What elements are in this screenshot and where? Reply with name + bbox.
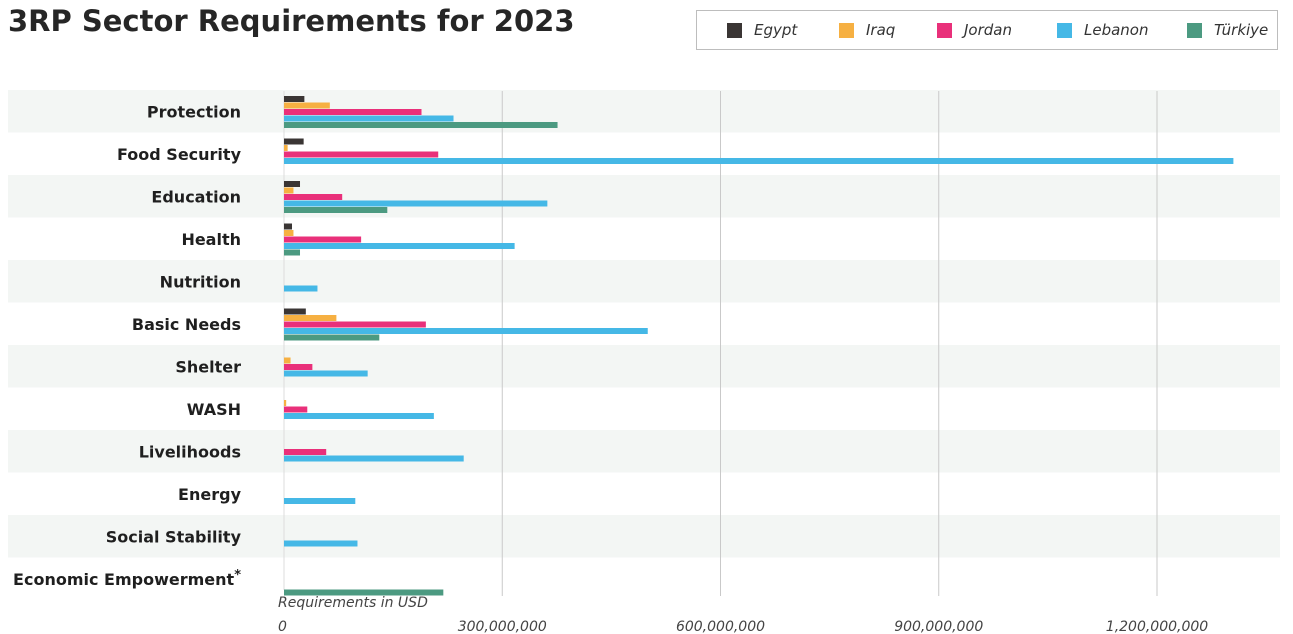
row-band <box>8 217 1280 262</box>
bar-trkiye[interactable] <box>284 122 558 128</box>
legend-item-iraq[interactable]: Iraq <box>839 21 895 39</box>
bar-iraq[interactable] <box>284 400 287 406</box>
category-label: Energy <box>178 485 242 504</box>
bar-jordan[interactable] <box>284 236 362 243</box>
category-label: Economic Empowerment* <box>13 568 241 589</box>
bar-jordan[interactable] <box>284 194 343 200</box>
legend-label-iraq: Iraq <box>866 21 896 39</box>
bar-lebanon[interactable] <box>284 370 368 377</box>
category-label: Shelter <box>175 357 241 376</box>
bar-lebanon[interactable] <box>284 455 464 462</box>
legend-label-lebanon: Lebanon <box>1084 21 1149 39</box>
row-band <box>8 260 1280 304</box>
bar-egypt[interactable] <box>284 223 293 230</box>
legend-item-turkiye[interactable]: Türkiye <box>1187 21 1268 39</box>
row-band <box>8 302 1280 347</box>
category-label: Livelihoods <box>139 442 241 461</box>
bar-iraq[interactable] <box>284 315 337 321</box>
category-label: Nutrition <box>160 272 241 291</box>
category-label: Education <box>151 187 241 206</box>
bar-lebanon[interactable] <box>284 200 548 207</box>
legend-swatch-turkiye <box>1187 22 1202 38</box>
bar-trkiye[interactable] <box>284 249 301 256</box>
row-band <box>8 430 1280 474</box>
legend-swatch-jordan <box>937 22 952 38</box>
bar-jordan[interactable] <box>284 406 308 413</box>
bar-trkiye[interactable] <box>284 589 444 596</box>
bar-jordan[interactable] <box>284 151 439 158</box>
bar-iraq[interactable] <box>284 145 288 151</box>
row-band <box>8 387 1280 432</box>
x-tick-label: 300,000,000 <box>458 619 547 634</box>
row-band <box>8 515 1280 559</box>
bar-lebanon[interactable] <box>284 158 1234 164</box>
x-tick-label: 1,200,000,000 <box>1106 619 1209 634</box>
legend-swatch-lebanon <box>1057 22 1072 38</box>
category-footnote-mark: * <box>234 568 241 583</box>
row-band <box>8 557 1280 602</box>
bar-trkiye[interactable] <box>284 334 380 341</box>
legend-item-lebanon[interactable]: Lebanon <box>1057 21 1149 39</box>
bar-egypt[interactable] <box>284 308 306 315</box>
bar-jordan[interactable] <box>284 449 327 455</box>
x-tick-label: 0 <box>278 619 287 634</box>
legend-label-turkiye: Türkiye <box>1214 21 1269 39</box>
legend-label-egypt: Egypt <box>754 21 798 39</box>
legend-item-jordan[interactable]: Jordan <box>937 21 1012 39</box>
row-band <box>8 472 1280 517</box>
legend-label-jordan: Jordan <box>964 21 1012 39</box>
chart-title: 3RP Sector Requirements for 2023 <box>8 4 575 38</box>
row-band <box>8 175 1280 219</box>
category-label: Health <box>181 230 241 249</box>
category-label: WASH <box>187 400 241 419</box>
legend-swatch-iraq <box>839 22 854 38</box>
bar-egypt[interactable] <box>284 138 304 145</box>
x-tick-label: 600,000,000 <box>676 619 765 634</box>
bar-jordan[interactable] <box>284 364 313 370</box>
legend-item-egypt[interactable]: Egypt <box>727 21 797 39</box>
category-label: Social Stability <box>106 527 242 546</box>
bar-iraq[interactable] <box>284 230 294 236</box>
row-band <box>8 90 1280 134</box>
legend: Egypt Iraq Jordan Lebanon Türkiye <box>696 10 1278 50</box>
bar-lebanon[interactable] <box>284 498 356 504</box>
bar-lebanon[interactable] <box>284 285 318 292</box>
bar-iraq[interactable] <box>284 187 294 194</box>
bar-lebanon[interactable] <box>284 115 454 122</box>
bar-jordan[interactable] <box>284 109 422 115</box>
row-band <box>8 345 1280 389</box>
row-band <box>8 132 1280 177</box>
category-label: Food Security <box>117 145 242 164</box>
bar-lebanon[interactable] <box>284 243 515 249</box>
bar-egypt[interactable] <box>284 96 305 102</box>
category-label: Basic Needs <box>132 315 241 334</box>
x-tick-label: 900,000,000 <box>894 619 983 634</box>
bar-lebanon[interactable] <box>284 540 358 547</box>
bar-iraq[interactable] <box>284 102 330 109</box>
bar-lebanon[interactable] <box>284 328 648 334</box>
category-label: Protection <box>147 102 241 121</box>
x-axis-title: Requirements in USD <box>278 595 428 611</box>
bar-egypt[interactable] <box>284 181 301 187</box>
bar-lebanon[interactable] <box>284 413 434 419</box>
bar-iraq[interactable] <box>284 357 291 364</box>
bar-trkiye[interactable] <box>284 207 388 213</box>
legend-swatch-egypt <box>727 22 742 38</box>
bar-jordan[interactable] <box>284 321 426 328</box>
